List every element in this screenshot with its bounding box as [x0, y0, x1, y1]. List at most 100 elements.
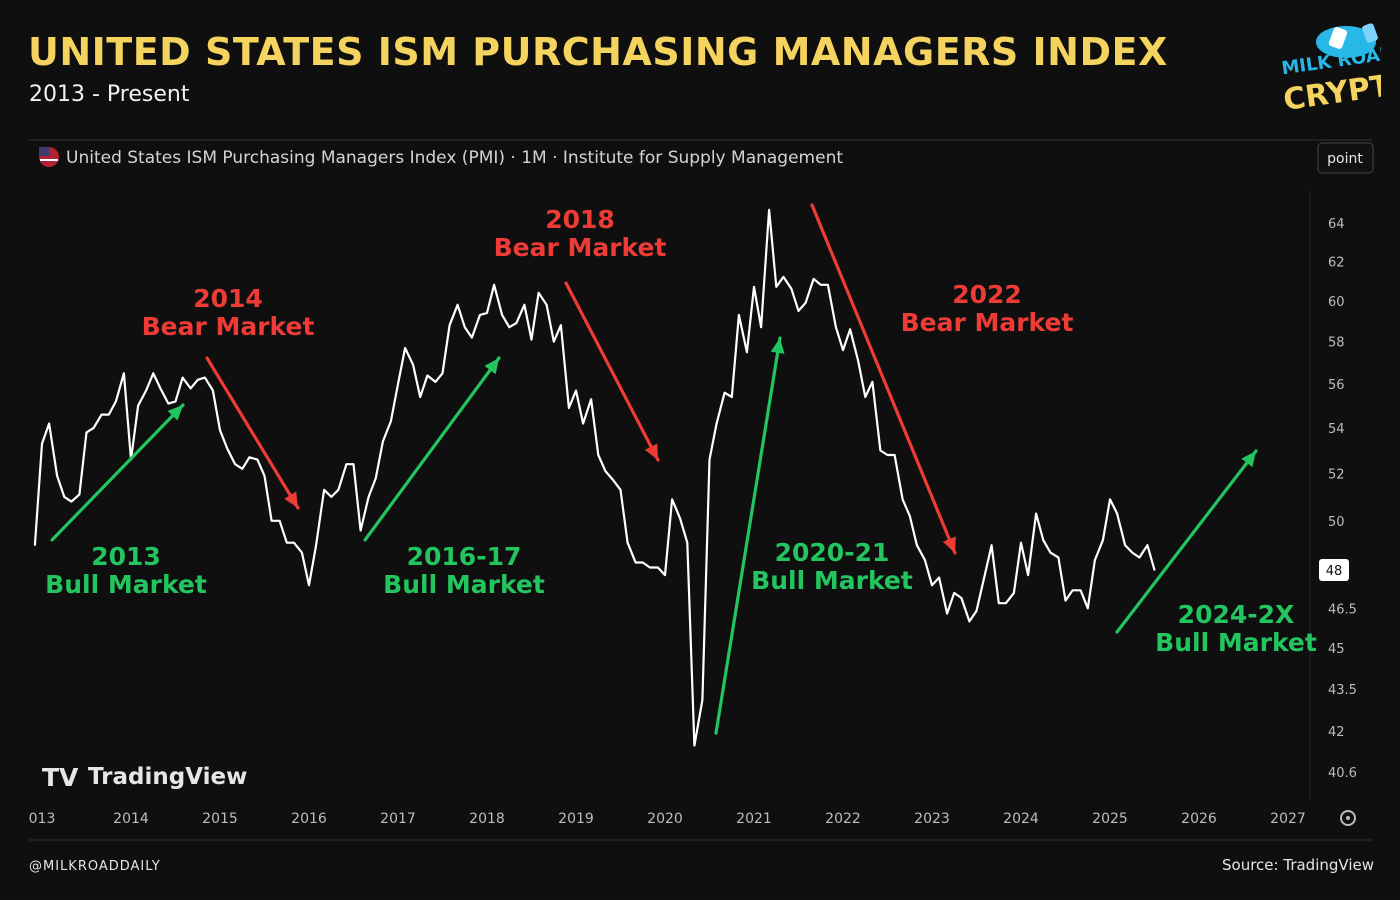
- pmi-data-point: [219, 429, 221, 431]
- us-flag-canton: [39, 147, 49, 156]
- logo-cup-icon: [1362, 23, 1378, 43]
- pmi-data-point: [167, 402, 170, 405]
- y-tick-label: 62: [1328, 255, 1345, 270]
- x-tick-label: 013: [29, 811, 56, 827]
- y-tick-label: 42: [1328, 725, 1345, 740]
- pmi-data-point: [463, 326, 466, 329]
- pmi-data-point: [871, 381, 874, 383]
- y-tick-label: 60: [1328, 295, 1345, 310]
- pmi-data-point: [715, 422, 718, 425]
- pmi-data-point: [508, 326, 511, 329]
- trend-arrow-icon: [810, 203, 957, 555]
- pmi-data-point: [426, 374, 429, 377]
- pmi-data-point: [1102, 539, 1104, 542]
- pmi-data-point: [1071, 589, 1074, 592]
- pmi-data-point: [41, 442, 43, 445]
- pmi-data-point: [953, 592, 956, 594]
- pmi-data-point: [92, 427, 95, 429]
- annotation-bull-label: Bull Market: [383, 570, 545, 599]
- x-tick-label: 2017: [380, 811, 416, 827]
- pmi-data-point: [100, 413, 103, 416]
- pmi-data-point: [864, 396, 867, 398]
- pmi-data-point: [337, 489, 340, 491]
- page-subtitle: 2013 - Present: [29, 82, 190, 107]
- pmi-data-point: [419, 396, 422, 398]
- pmi-data-point: [48, 422, 50, 425]
- pmi-data-point: [1131, 551, 1134, 554]
- pmi-data-point: [270, 519, 273, 522]
- y-tick-label: 56: [1328, 378, 1345, 393]
- pmi-data-point: [582, 422, 584, 425]
- pmi-data-point: [664, 574, 666, 576]
- pmi-data-point: [753, 286, 755, 288]
- pmi-data-point: [352, 463, 355, 466]
- pmi-data-point: [441, 372, 444, 375]
- pmi-data-point: [493, 284, 495, 286]
- pmi-data-point: [990, 544, 993, 546]
- pmi-data-point: [708, 458, 711, 461]
- footer-source: Source: TradingView: [1222, 856, 1374, 874]
- pmi-data-point: [137, 404, 139, 407]
- y-tick-label: 43.5: [1328, 683, 1357, 698]
- annotation-bull-year: 2016-17: [407, 542, 522, 571]
- pmi-data-point: [701, 699, 704, 701]
- pmi-data-point: [686, 541, 689, 544]
- pmi-data-point: [619, 489, 622, 491]
- pmi-data-point: [123, 372, 125, 375]
- pmi-data-point: [248, 456, 251, 459]
- trend-arrow-icon: [1115, 449, 1258, 634]
- y-tick-label: 40.6: [1328, 766, 1357, 781]
- pmi-data-point: [857, 359, 859, 362]
- logo-milk-carton-icon: [1328, 27, 1348, 49]
- x-tick-label: 2014: [113, 811, 149, 827]
- pmi-data-point: [545, 304, 548, 306]
- pmi-data-point: [374, 477, 377, 479]
- pmi-data-point: [1146, 544, 1149, 546]
- pmi-data-point: [70, 500, 73, 503]
- current-value-label: 48: [1326, 564, 1343, 579]
- pmi-data-point: [323, 489, 325, 491]
- page-title: UNITED STATES ISM PURCHASING MANAGERS IN…: [28, 30, 1168, 74]
- pmi-data-point: [924, 559, 926, 561]
- trend-arrow-icon: [363, 356, 501, 542]
- pmi-data-point: [1109, 498, 1111, 501]
- pmi-data-point: [1005, 602, 1007, 604]
- pmi-data-point: [448, 324, 451, 326]
- pmi-data-point: [530, 338, 533, 341]
- annotation-bear-label: Bear Market: [142, 312, 315, 341]
- pmi-data-point: [597, 454, 600, 456]
- pmi-data-point: [790, 288, 793, 290]
- pmi-data-point: [975, 610, 978, 612]
- pmi-data-point: [107, 413, 110, 416]
- annotation-bear-year: 2014: [193, 284, 263, 313]
- pmi-data-point: [515, 322, 518, 324]
- pmi-data-point: [723, 391, 726, 394]
- pmi-data-point: [879, 449, 882, 452]
- pmi-data-point: [456, 304, 459, 306]
- annotation-bull-label: Bull Market: [751, 566, 913, 595]
- pmi-data-point: [812, 278, 815, 280]
- pmi-data-point: [775, 286, 778, 288]
- y-tick-label: 52: [1328, 467, 1345, 482]
- current-value-badge: [1319, 559, 1349, 581]
- annotation-bull-year: 2024-2X: [1178, 600, 1295, 629]
- pmi-data-point: [308, 584, 310, 587]
- pmi-data-point: [604, 470, 607, 472]
- pmi-data-point: [827, 284, 829, 286]
- pmi-data-point: [746, 351, 748, 353]
- pmi-data-point: [537, 291, 540, 294]
- pmi-data-point: [479, 314, 481, 316]
- scale-mode-button[interactable]: [1317, 142, 1374, 174]
- pmi-data-point: [960, 597, 963, 599]
- pmi-data-point: [63, 496, 66, 498]
- pmi-data-point: [523, 304, 526, 306]
- pmi-data-point: [679, 517, 681, 520]
- pmi-data-point: [886, 454, 889, 456]
- pmi-data-point: [226, 447, 228, 450]
- pmi-data-point: [1049, 551, 1052, 554]
- scale-mode-label[interactable]: point: [1327, 151, 1363, 167]
- gear-icon[interactable]: [1340, 810, 1356, 826]
- pmi-data-point: [412, 364, 414, 366]
- x-tick-label: 2021: [736, 811, 772, 827]
- pmi-data-point: [738, 314, 740, 316]
